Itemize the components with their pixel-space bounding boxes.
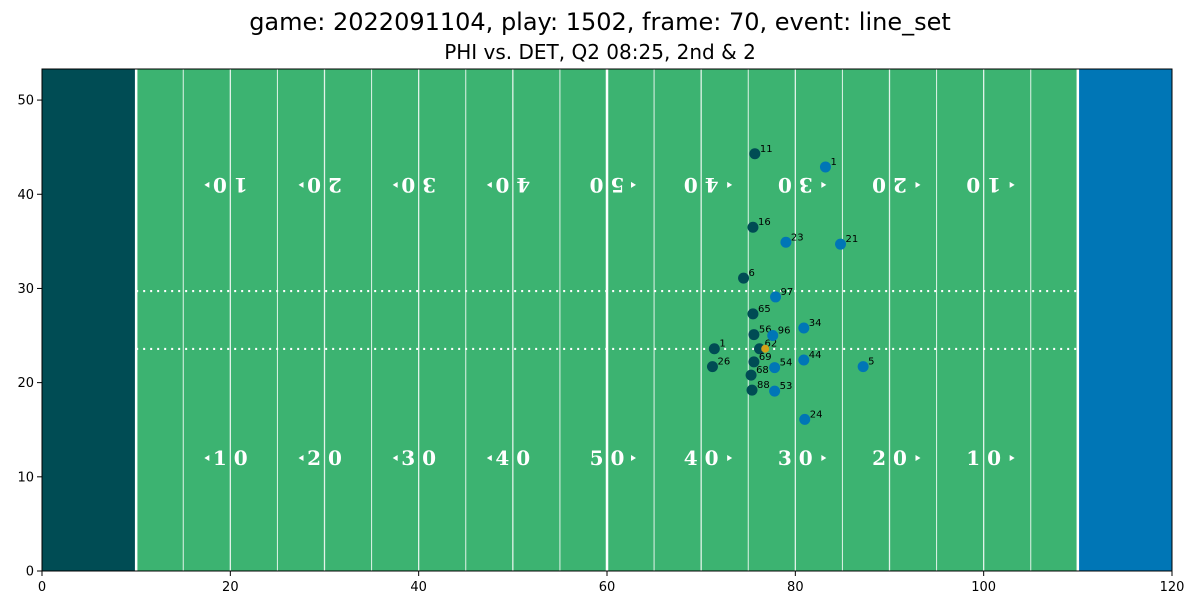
direction-arrow <box>204 181 210 188</box>
player-label: 26 <box>717 357 730 368</box>
y-tick-label: 20 <box>17 376 34 391</box>
player-marker <box>819 161 831 173</box>
player-label: 88 <box>757 380 770 391</box>
player-marker <box>706 361 718 373</box>
player-label: 6 <box>749 268 755 279</box>
yard-number-bottom: 2 0 <box>872 446 907 470</box>
player-label: 16 <box>758 217 771 228</box>
player-marker <box>746 384 758 396</box>
y-tick-label: 0 <box>26 565 34 580</box>
direction-arrow <box>915 181 921 188</box>
player-label: 11 <box>760 144 773 155</box>
player-label: 24 <box>810 409 823 420</box>
player-label: 34 <box>809 318 822 329</box>
x-tick-label: 120 <box>1160 580 1185 595</box>
x-tick-label: 100 <box>971 580 996 595</box>
yard-number-top: 2 0 <box>307 173 342 197</box>
player-marker <box>747 221 759 233</box>
player-marker <box>857 361 869 373</box>
player-label: 62 <box>765 339 778 350</box>
player-marker <box>835 238 847 250</box>
x-tick-label: 20 <box>222 580 239 595</box>
player-label: 1 <box>719 339 725 350</box>
direction-arrow <box>486 181 492 188</box>
player-label: 44 <box>809 350 822 361</box>
player-label: 53 <box>780 381 793 392</box>
yard-number-bottom: 4 0 <box>495 446 530 470</box>
y-tick-label: 10 <box>17 470 34 485</box>
yard-number-top: 3 0 <box>778 173 813 197</box>
x-tick-label: 0 <box>38 580 46 595</box>
yard-number-bottom: 5 0 <box>590 446 625 470</box>
direction-arrow <box>1009 181 1015 188</box>
player-label: 65 <box>758 304 771 315</box>
direction-arrow <box>392 181 398 188</box>
player-marker <box>748 329 760 341</box>
chart-title: game: 2022091104, play: 1502, frame: 70,… <box>249 8 951 36</box>
player-label: 21 <box>846 234 859 245</box>
x-tick-label: 80 <box>787 580 804 595</box>
yard-number-top: 4 0 <box>495 173 530 197</box>
x-tick-label: 40 <box>410 580 427 595</box>
direction-arrow <box>204 454 210 461</box>
yard-number-bottom: 4 0 <box>684 446 719 470</box>
player-marker <box>749 148 761 160</box>
player-label: 69 <box>759 352 772 363</box>
yard-number-bottom: 1 0 <box>213 446 248 470</box>
player-marker <box>769 385 781 397</box>
player-label: 97 <box>781 287 794 298</box>
yard-number-bottom: 3 0 <box>401 446 436 470</box>
y-tick-label: 40 <box>17 188 34 203</box>
player-marker <box>767 330 779 342</box>
player-marker <box>780 236 792 248</box>
player-marker <box>708 343 720 355</box>
direction-arrow <box>727 181 733 188</box>
player-marker <box>747 308 759 320</box>
direction-arrow <box>486 454 492 461</box>
player-label: 56 <box>759 325 772 336</box>
direction-arrow <box>631 181 636 188</box>
yard-number-bottom: 1 0 <box>966 446 1001 470</box>
y-tick-label: 50 <box>17 94 34 109</box>
player-marker <box>738 272 750 284</box>
direction-arrow <box>298 454 304 461</box>
football-marker <box>761 344 770 353</box>
direction-arrow <box>727 454 733 461</box>
player-label: 68 <box>756 365 769 376</box>
player-marker <box>769 362 781 374</box>
direction-arrow <box>392 454 398 461</box>
y-tick-label: 30 <box>17 282 34 297</box>
direction-arrow <box>1009 454 1015 461</box>
player-marker <box>798 354 810 366</box>
player-marker <box>748 356 760 368</box>
yard-number-top: 3 0 <box>401 173 436 197</box>
direction-arrow <box>298 181 304 188</box>
player-label: 1 <box>830 157 836 168</box>
yard-number-bottom: 3 0 <box>778 446 813 470</box>
player-label: 54 <box>780 358 793 369</box>
yard-number-top: 1 0 <box>966 173 1001 197</box>
x-tick-label: 60 <box>599 580 616 595</box>
direction-arrow <box>821 454 827 461</box>
player-label: 23 <box>791 232 804 243</box>
chart-subtitle: PHI vs. DET, Q2 08:25, 2nd & 2 <box>444 40 756 64</box>
yard-number-top: 4 0 <box>684 173 719 197</box>
yard-number-top: 5 0 <box>590 173 625 197</box>
yard-number-bottom: 2 0 <box>307 446 342 470</box>
player-label: 96 <box>778 326 791 337</box>
yard-number-top: 1 0 <box>213 173 248 197</box>
left-endzone <box>42 69 137 571</box>
direction-arrow <box>821 181 827 188</box>
right-endzone <box>1077 69 1172 571</box>
player-marker <box>770 291 782 303</box>
player-label: 5 <box>868 357 874 368</box>
direction-arrow <box>631 454 636 461</box>
player-marker <box>745 369 757 381</box>
player-marker <box>799 413 811 425</box>
yard-number-top: 2 0 <box>872 173 907 197</box>
player-marker <box>798 322 810 334</box>
direction-arrow <box>915 454 921 461</box>
